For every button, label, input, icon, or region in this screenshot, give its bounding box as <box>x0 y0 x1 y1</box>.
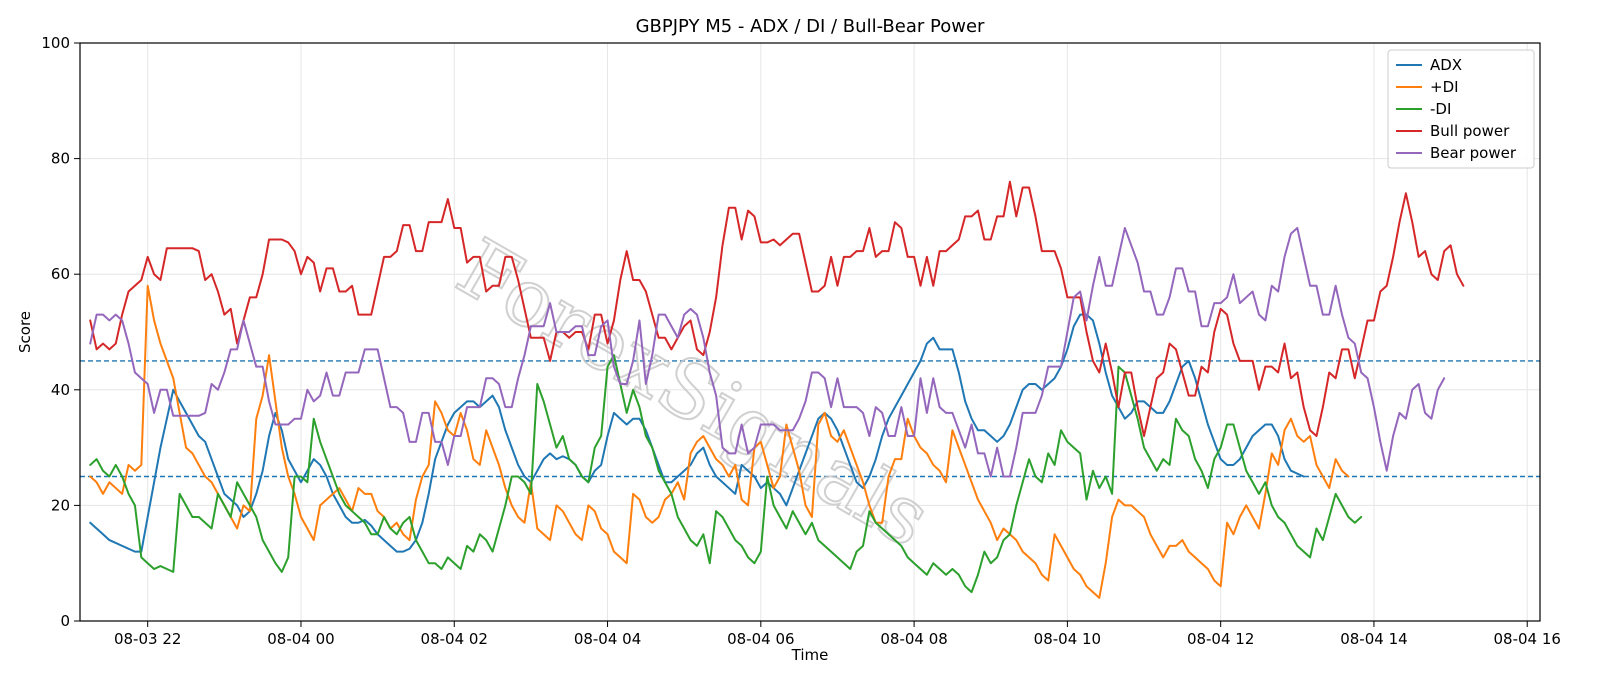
x-axis-ticks: 08-03 22 08-04 00 08-04 02 08-04 04 08-04 06… <box>114 621 1561 648</box>
x-tick-label: 08-04 10 <box>1034 630 1101 648</box>
legend-label: -DI <box>1430 100 1451 118</box>
x-tick-label: 08-04 00 <box>267 630 334 648</box>
y-tick-label: 0 <box>60 612 70 630</box>
y-tick-label: 80 <box>51 150 70 168</box>
x-tick-label: 08-04 02 <box>421 630 488 648</box>
legend: ADX +DI -DI Bull power Bear power <box>1387 49 1535 169</box>
plot-frame <box>79 42 1541 622</box>
legend-label: Bear power <box>1430 144 1517 162</box>
legend-label: +DI <box>1430 78 1459 96</box>
x-axis-label: Time <box>791 646 829 664</box>
series-lines <box>89 180 1465 599</box>
x-tick-label: 08-04 06 <box>727 630 794 648</box>
y-tick-label: 20 <box>51 496 70 514</box>
y-tick-label: 100 <box>41 34 70 52</box>
x-tick-label: 08-04 12 <box>1187 630 1254 648</box>
y-axis-ticks: 0 20 40 60 80 100 <box>41 34 80 630</box>
y-axis-label: Score <box>16 311 34 353</box>
reference-lines <box>80 360 1540 478</box>
series-line-di <box>89 284 1350 599</box>
legend-label: Bull power <box>1430 122 1510 140</box>
x-tick-label: 08-04 16 <box>1494 630 1561 648</box>
y-tick-label: 40 <box>51 381 70 399</box>
legend-box <box>1387 49 1535 169</box>
x-tick-label: 08-03 22 <box>114 630 181 648</box>
series-line-adx <box>89 313 1305 553</box>
series-line-di <box>89 354 1363 594</box>
x-tick-label: 08-04 14 <box>1340 630 1407 648</box>
x-tick-label: 08-04 04 <box>574 630 641 648</box>
x-tick-label: 08-04 08 <box>880 630 947 648</box>
legend-label: ADX <box>1430 56 1462 74</box>
series-line-bear-power <box>89 226 1446 478</box>
chart-title: GBPJPY M5 - ADX / DI / Bull-Bear Power <box>636 16 985 37</box>
y-tick-label: 60 <box>51 265 70 283</box>
series-line-bull-power <box>89 180 1465 438</box>
